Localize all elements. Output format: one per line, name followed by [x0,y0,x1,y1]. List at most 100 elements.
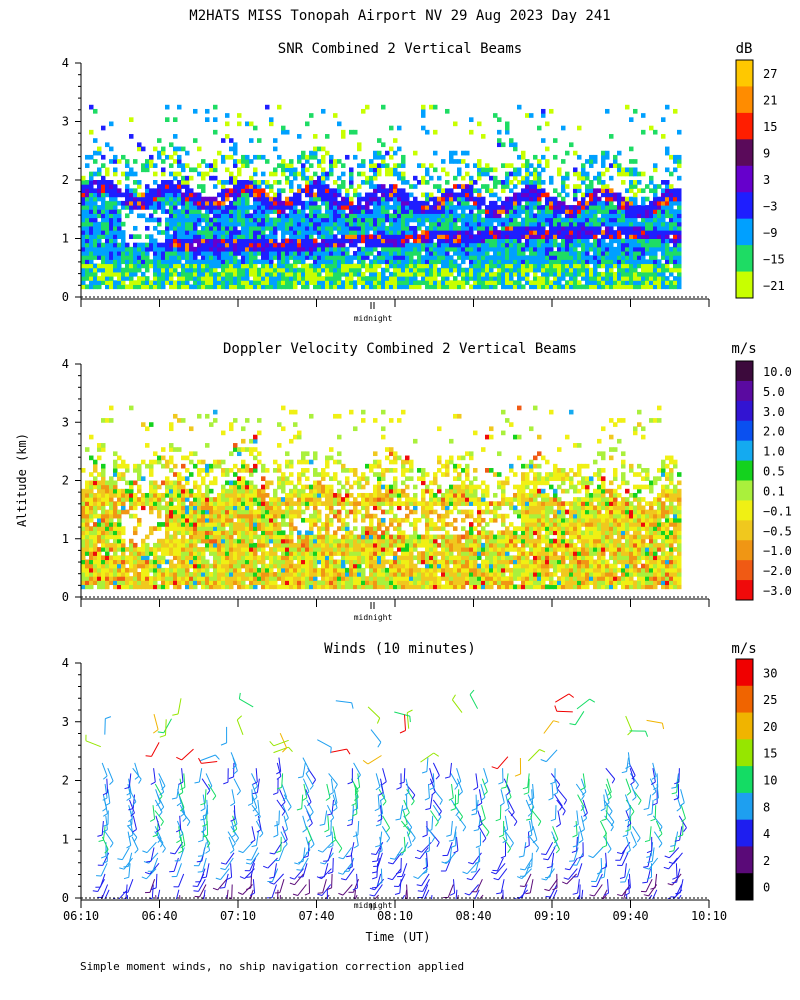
heatmap-cell [665,146,670,152]
heatmap-cell [553,213,558,219]
heatmap-cell [161,205,166,210]
heatmap-cell [625,205,630,210]
heatmap-cell [649,238,654,244]
heatmap-cell [597,251,602,256]
heatmap-cell [173,534,178,540]
heatmap-cell [81,276,86,281]
heatmap-cell [169,455,174,461]
heatmap-cell [557,205,562,210]
heatmap-cell [261,209,266,214]
heatmap-cell [373,259,378,265]
heatmap-cell [89,434,94,440]
heatmap-cell [405,217,410,223]
heatmap-cell [293,221,298,227]
heatmap-cell [637,188,642,194]
heatmap-cell [621,213,626,219]
heatmap-cell [185,567,190,573]
heatmap-cell [585,251,590,256]
heatmap-cell [201,234,206,239]
heatmap-cell [157,576,162,581]
heatmap-cell [553,138,558,143]
heatmap-cell [381,234,386,239]
heatmap-cell [293,200,298,206]
heatmap-cell [377,167,382,173]
heatmap-cell [661,230,666,235]
heatmap-cell [553,263,558,269]
heatmap-cell [221,563,226,569]
heatmap-cell [361,246,366,252]
heatmap-cell [613,230,618,235]
heatmap-cell [537,217,542,223]
heatmap-cell [433,150,438,156]
heatmap-cell [165,547,170,552]
heatmap-cell [529,213,534,219]
heatmap-cell [329,276,334,281]
heatmap-cell [409,213,414,219]
heatmap-cell [89,205,94,210]
heatmap-cell [437,200,442,206]
heatmap-cell [213,271,218,277]
heatmap-cell [85,559,90,565]
heatmap-cell [177,555,182,561]
heatmap-cell [193,284,198,290]
heatmap-cell [193,526,198,531]
heatmap-cell [329,200,334,206]
heatmap-cell [237,271,242,277]
heatmap-cell [281,125,286,131]
heatmap-cell [193,505,198,511]
heatmap-cell [281,271,286,277]
heatmap-cell [133,563,138,569]
heatmap-cell [177,251,182,256]
heatmap-cell [573,234,578,239]
heatmap-cell [153,242,158,248]
heatmap-cell [349,225,354,231]
heatmap-cell [205,246,210,252]
heatmap-cell [229,138,234,143]
heatmap-cell [569,246,574,252]
heatmap-cell [613,221,618,227]
heatmap-cell [289,200,294,206]
heatmap-cell [173,472,178,477]
heatmap-cell [473,234,478,239]
heatmap-cell [173,271,178,277]
heatmap-cell [189,572,194,577]
heatmap-cell [473,280,478,285]
heatmap-cell [253,238,258,244]
heatmap-cell [277,192,282,198]
heatmap-cell [657,184,662,189]
heatmap-cell [433,251,438,256]
heatmap-cell [205,171,210,177]
heatmap-cell [513,209,518,214]
heatmap-cell [173,255,178,260]
heatmap-cell [261,192,266,198]
heatmap-cell [233,263,238,269]
heatmap-cell [457,230,462,235]
heatmap-cell [249,259,254,265]
heatmap-cell [425,259,430,265]
heatmap-cell [433,196,438,202]
heatmap-cell [201,584,206,590]
heatmap-cell [489,276,494,281]
heatmap-cell [161,497,166,502]
heatmap-cell [601,276,606,281]
heatmap-cell [305,184,310,189]
heatmap-cell [557,263,562,269]
heatmap-cell [169,488,174,494]
heatmap-cell [313,217,318,223]
heatmap-cell [113,480,118,486]
heatmap-cell [577,280,582,285]
heatmap-cell [209,497,214,502]
heatmap-cell [349,180,354,185]
heatmap-cell [517,255,522,260]
heatmap-cell [117,584,122,590]
heatmap-cell [161,150,166,156]
heatmap-cell [477,188,482,194]
heatmap-cell [553,205,558,210]
heatmap-cell [497,129,502,135]
heatmap-cell [209,217,214,223]
heatmap-cell [149,501,154,506]
heatmap-cell [225,538,230,544]
heatmap-cell [509,280,514,285]
heatmap-cell [265,184,270,189]
heatmap-cell [333,238,338,244]
